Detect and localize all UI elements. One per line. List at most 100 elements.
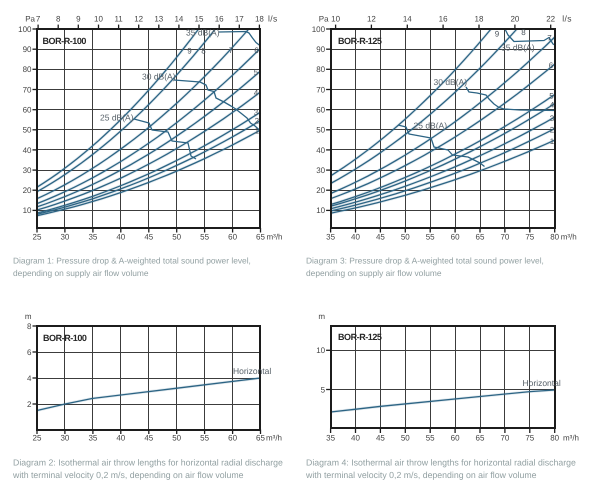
svg-text:4: 4 [27,374,32,383]
svg-text:5: 5 [254,68,259,77]
svg-text:3: 3 [550,114,555,123]
svg-text:7: 7 [547,34,552,43]
svg-text:13: 13 [154,15,163,24]
svg-text:with terminal velocity 0,2 m/s: with terminal velocity 0,2 m/s, dependin… [305,470,537,480]
svg-text:20: 20 [316,186,325,195]
svg-text:BOR-R-100: BOR-R-100 [43,333,87,343]
svg-text:60: 60 [23,106,32,115]
svg-text:75: 75 [525,433,534,442]
svg-text:14: 14 [174,15,183,24]
svg-text:50: 50 [401,233,410,242]
svg-text:45: 45 [144,233,153,242]
svg-text:Horizontal: Horizontal [233,366,271,376]
svg-text:depending on supply air flow v: depending on supply air flow volume [13,268,149,278]
svg-text:60: 60 [228,233,237,242]
svg-text:m: m [25,312,32,321]
svg-text:70: 70 [23,85,32,94]
svg-text:8: 8 [201,46,206,55]
svg-text:BOR-R-125: BOR-R-125 [338,332,382,342]
svg-text:9: 9 [76,15,81,24]
svg-text:18: 18 [475,15,484,24]
svg-text:35 dB(A): 35 dB(A) [186,27,220,37]
svg-text:30 dB(A): 30 dB(A) [434,77,468,87]
svg-text:50: 50 [23,126,32,135]
svg-text:m³/h: m³/h [561,233,577,242]
svg-text:6: 6 [254,46,259,55]
svg-text:45: 45 [376,433,385,442]
svg-text:65: 65 [256,433,265,442]
svg-text:12: 12 [367,15,376,24]
svg-text:35: 35 [88,233,97,242]
svg-text:65: 65 [476,433,485,442]
svg-text:60: 60 [451,433,460,442]
svg-text:35 dB(A): 35 dB(A) [501,43,535,53]
svg-text:Diagram 4: Isothermal air thro: Diagram 4: Isothermal air throw lengths … [306,457,576,467]
svg-text:4: 4 [550,100,555,109]
svg-text:16: 16 [215,15,224,24]
svg-text:60: 60 [228,433,237,442]
svg-text:40: 40 [316,146,325,155]
svg-text:7: 7 [229,46,234,55]
svg-text:4: 4 [254,88,259,97]
svg-text:9: 9 [495,29,500,38]
svg-text:9: 9 [187,46,192,55]
svg-text:25 dB(A): 25 dB(A) [414,120,448,130]
svg-text:2: 2 [550,126,555,135]
svg-text:2: 2 [27,400,32,409]
svg-text:18: 18 [255,15,264,24]
svg-text:17: 17 [235,15,244,24]
svg-text:3: 3 [254,108,259,117]
svg-text:45: 45 [376,233,385,242]
svg-text:80: 80 [316,65,325,74]
svg-text:25 dB(A): 25 dB(A) [100,113,134,123]
svg-text:BOR-R-125: BOR-R-125 [338,36,382,46]
svg-text:7: 7 [36,15,41,24]
svg-text:8: 8 [521,28,526,37]
svg-text:50: 50 [172,433,181,442]
svg-text:100: 100 [18,25,32,34]
svg-text:Pa: Pa [25,15,35,24]
svg-text:80: 80 [550,233,559,242]
svg-text:Diagram 3: Pressure drop & A-w: Diagram 3: Pressure drop & A-weighted to… [306,255,544,265]
svg-text:m³/h: m³/h [267,233,283,242]
svg-text:10: 10 [316,346,325,355]
svg-text:14: 14 [403,15,412,24]
svg-text:16: 16 [439,15,448,24]
svg-text:m³/h: m³/h [266,433,282,442]
svg-text:50: 50 [401,433,410,442]
svg-text:30: 30 [60,433,69,442]
svg-text:1: 1 [255,126,260,135]
svg-text:20: 20 [510,15,519,24]
svg-text:10: 10 [23,206,32,215]
svg-text:60: 60 [451,233,460,242]
svg-text:1: 1 [550,137,555,146]
svg-text:m: m [318,312,325,321]
svg-text:25: 25 [33,433,42,442]
svg-text:55: 55 [200,433,209,442]
svg-text:25: 25 [33,233,42,242]
svg-text:80: 80 [23,65,32,74]
svg-text:5: 5 [321,385,326,394]
svg-text:8: 8 [56,15,61,24]
svg-text:75: 75 [525,233,534,242]
svg-text:90: 90 [23,45,32,54]
svg-text:40: 40 [351,433,360,442]
svg-text:65: 65 [476,233,485,242]
svg-text:35: 35 [326,433,335,442]
svg-text:with terminal velocity 0,2 m/s: with terminal velocity 0,2 m/s, dependin… [12,470,244,480]
svg-text:30 dB(A): 30 dB(A) [142,71,176,81]
svg-text:70: 70 [500,433,509,442]
svg-text:m³/h: m³/h [563,433,579,442]
svg-text:30: 30 [316,166,325,175]
svg-text:depending on supply air flow v: depending on supply air flow volume [306,268,442,278]
svg-text:10: 10 [94,15,103,24]
svg-text:Diagram 1: Pressure drop & A-w: Diagram 1: Pressure drop & A-weighted to… [13,255,251,265]
svg-text:Pa: Pa [319,15,329,24]
svg-text:6: 6 [27,348,32,357]
svg-text:l/s: l/s [268,14,278,24]
svg-text:50: 50 [316,126,325,135]
svg-text:22: 22 [546,15,555,24]
svg-text:90: 90 [316,45,325,54]
svg-text:100: 100 [312,25,326,34]
svg-text:40: 40 [351,233,360,242]
